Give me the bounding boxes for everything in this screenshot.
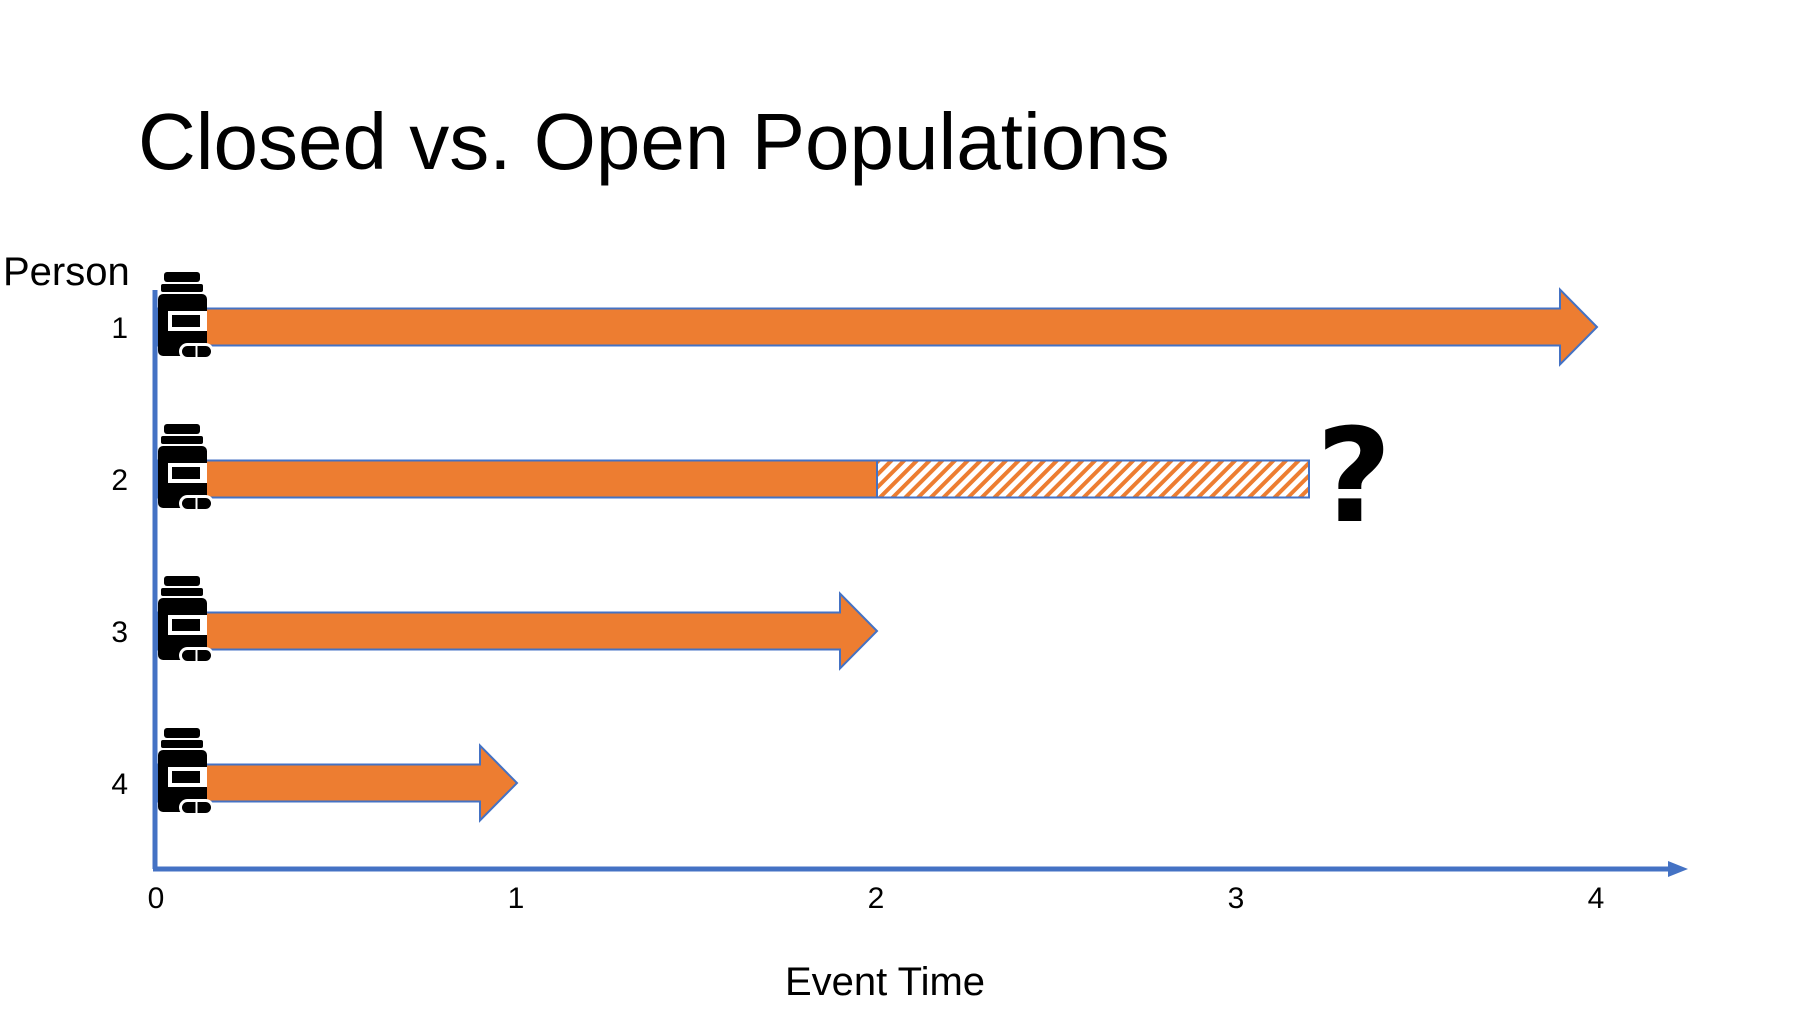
x-tick-label: 2 <box>868 882 885 915</box>
medication-bottle-icon <box>158 424 214 512</box>
person-2-bar <box>156 459 878 499</box>
person-2-question-mark: ? <box>1316 400 1391 552</box>
y-axis-title: Person <box>3 250 130 294</box>
x-axis-arrowhead <box>1668 861 1688 877</box>
person-2-uncertain-segment <box>876 459 1310 499</box>
y-tick-label: 3 <box>111 616 128 649</box>
medication-bottle-icon <box>158 576 214 664</box>
x-tick-label: 1 <box>508 882 525 915</box>
x-axis-title: Event Time <box>785 960 985 1004</box>
person-1-arrow <box>156 287 1599 367</box>
x-tick-label: 4 <box>1588 882 1605 915</box>
start-markers <box>158 272 214 816</box>
y-tick-label: 2 <box>111 464 128 497</box>
medication-bottle-icon <box>158 728 214 816</box>
slide-title: Closed vs. Open Populations <box>138 97 1170 186</box>
end-notes: ? <box>1316 400 1391 552</box>
medication-bottle-icon <box>158 272 214 360</box>
y-tick-labels: 1 2 3 4 <box>111 312 128 801</box>
person-3-arrow <box>156 591 879 671</box>
y-tick-label: 4 <box>111 768 128 801</box>
x-tick-label: 3 <box>1228 882 1245 915</box>
x-tick-labels: 0 1 2 3 4 <box>148 882 1605 915</box>
x-tick-label: 0 <box>148 882 165 915</box>
person-bars <box>156 287 1599 823</box>
y-tick-label: 1 <box>111 312 128 345</box>
